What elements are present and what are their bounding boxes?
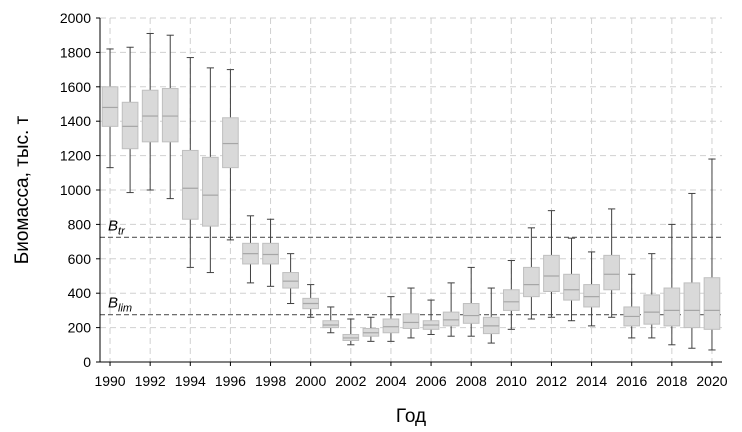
box-1994 bbox=[181, 57, 199, 268]
x-tick-label: 2010 bbox=[496, 373, 527, 389]
y-axis-title: Биомасса, тыс. т bbox=[12, 115, 33, 264]
box-2008 bbox=[462, 266, 480, 337]
box-iqr bbox=[663, 287, 681, 327]
box-2001 bbox=[322, 306, 340, 334]
box-iqr bbox=[382, 318, 400, 334]
box-iqr bbox=[523, 266, 540, 298]
box-2000 bbox=[302, 284, 320, 318]
box-iqr bbox=[161, 88, 179, 143]
y-tick-label: 1800 bbox=[60, 44, 91, 60]
x-tick-label: 2012 bbox=[536, 373, 567, 389]
reference-label-lim: Blim bbox=[108, 295, 132, 315]
box-1993 bbox=[161, 34, 179, 200]
box-2009 bbox=[482, 287, 500, 344]
box-1999 bbox=[282, 253, 299, 305]
box-iqr bbox=[322, 320, 340, 329]
x-tick-label: 2020 bbox=[696, 373, 727, 389]
x-tick-label: 2006 bbox=[415, 373, 446, 389]
box-1990 bbox=[101, 48, 119, 169]
box-2018 bbox=[663, 223, 681, 346]
box-2004 bbox=[382, 296, 400, 342]
box-iqr bbox=[502, 289, 520, 311]
box-1998 bbox=[262, 218, 279, 287]
x-tick-label: 2002 bbox=[335, 373, 366, 389]
y-tick-label: 2000 bbox=[60, 10, 91, 26]
box-iqr bbox=[462, 303, 480, 324]
x-tick-label: 1996 bbox=[215, 373, 246, 389]
y-tick-label: 1400 bbox=[60, 113, 91, 129]
box-2007 bbox=[442, 282, 460, 337]
x-tick-label: 1994 bbox=[175, 373, 206, 389]
x-tick-label: 2016 bbox=[616, 373, 647, 389]
box-iqr bbox=[121, 101, 139, 150]
y-tick-label: 600 bbox=[68, 251, 92, 267]
y-tick-label: 800 bbox=[68, 216, 92, 232]
y-tick-label: 0 bbox=[83, 354, 91, 370]
box-2017 bbox=[643, 253, 661, 339]
box-2016 bbox=[623, 273, 641, 339]
x-tick-label: 1998 bbox=[255, 373, 286, 389]
box-iqr bbox=[563, 273, 580, 301]
y-tick-label: 1600 bbox=[60, 79, 91, 95]
y-tick-label: 1200 bbox=[60, 148, 91, 164]
reference-label-tr: Btr bbox=[108, 217, 126, 237]
x-tick-label: 2014 bbox=[576, 373, 607, 389]
box-iqr bbox=[603, 254, 620, 291]
box-2010 bbox=[502, 260, 520, 330]
x-tick-label: 1990 bbox=[94, 373, 125, 389]
box-1996 bbox=[222, 69, 239, 241]
x-tick-label: 2004 bbox=[375, 373, 406, 389]
box-iqr bbox=[703, 277, 721, 330]
x-tick-label: 2000 bbox=[295, 373, 326, 389]
x-tick-label: 1992 bbox=[135, 373, 166, 389]
box-iqr bbox=[543, 254, 560, 292]
box-iqr bbox=[683, 282, 701, 329]
box-2012 bbox=[543, 210, 560, 318]
y-tick-label: 400 bbox=[68, 285, 92, 301]
box-1995 bbox=[202, 67, 219, 274]
box-iqr bbox=[583, 284, 600, 308]
box-2002 bbox=[342, 318, 360, 346]
boxes bbox=[101, 32, 721, 351]
box-1997 bbox=[242, 215, 259, 284]
box-2003 bbox=[362, 316, 380, 342]
box-iqr bbox=[402, 313, 420, 329]
box-iqr bbox=[181, 149, 199, 220]
box-2005 bbox=[402, 287, 420, 339]
box-iqr bbox=[202, 156, 219, 227]
box-1992 bbox=[141, 32, 159, 191]
box-2014 bbox=[583, 251, 600, 327]
box-1991 bbox=[121, 46, 139, 194]
x-axis-ticks: 1990 1992 1994 1996 1998 2000 2002 2004 2006 2008… bbox=[94, 362, 728, 389]
y-tick-label: 1000 bbox=[60, 182, 91, 198]
box-iqr bbox=[101, 86, 119, 127]
box-2020 bbox=[703, 158, 721, 351]
reference-lines: Btr Blim bbox=[100, 217, 722, 316]
box-iqr bbox=[643, 294, 661, 325]
box-2006 bbox=[422, 299, 440, 335]
x-tick-label: 2008 bbox=[456, 373, 487, 389]
y-tick-label: 200 bbox=[68, 320, 92, 336]
box-iqr bbox=[262, 242, 279, 265]
box-iqr bbox=[282, 272, 299, 289]
y-axis-ticks: 0 200 400 600 800 1000 1200 1400 1600 1800 2000 bbox=[60, 10, 100, 370]
box-iqr bbox=[222, 117, 239, 169]
box-iqr bbox=[442, 311, 460, 327]
x-axis-title: Год bbox=[396, 406, 426, 427]
box-2013 bbox=[563, 237, 580, 322]
x-tick-label: 2018 bbox=[656, 373, 687, 389]
box-2019 bbox=[683, 192, 701, 349]
box-2011 bbox=[523, 227, 540, 320]
box-2015 bbox=[603, 208, 620, 318]
